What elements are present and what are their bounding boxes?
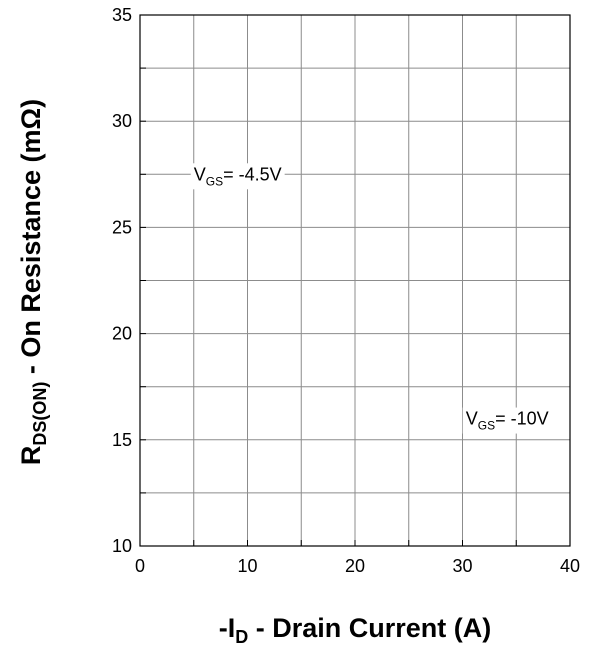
y-axis-title-rest: - On Resistance (mΩ) bbox=[16, 99, 46, 382]
axis-ticks bbox=[139, 14, 571, 547]
vgs-annotation: VGS= -4.5V bbox=[190, 163, 285, 190]
x-tick-label: 20 bbox=[345, 556, 365, 576]
x-axis-title-main: -I bbox=[219, 613, 236, 643]
x-axis-title: -ID - Drain Current (A) bbox=[219, 613, 492, 647]
annotation-background bbox=[462, 407, 552, 434]
y-axis-title-subscript: DS(ON) bbox=[30, 382, 50, 446]
annotation-background bbox=[190, 163, 285, 190]
y-axis-title-main: R bbox=[16, 446, 46, 466]
y-tick-label: 30 bbox=[112, 111, 132, 131]
annotation-subscript: GS bbox=[206, 174, 223, 188]
x-tick-labels: 0 10 20 30 40 bbox=[135, 556, 580, 576]
x-tick-label: 30 bbox=[452, 556, 472, 576]
annotation-label: VGS= -4.5V bbox=[194, 164, 282, 188]
annotation-main: V bbox=[194, 164, 206, 184]
y-tick-label: 35 bbox=[112, 5, 132, 25]
y-tick-labels: 10 15 20 25 30 35 bbox=[112, 5, 132, 556]
y-axis-title: RDS(ON) - On Resistance (mΩ) bbox=[16, 99, 50, 465]
x-tick-label: 40 bbox=[560, 556, 580, 576]
x-tick-label: 0 bbox=[135, 556, 145, 576]
x-axis-title-rest: - Drain Current (A) bbox=[248, 613, 491, 643]
y-tick-label: 20 bbox=[112, 324, 132, 344]
annotation-label: VGS= -10V bbox=[466, 409, 549, 433]
annotation-main: V bbox=[466, 409, 478, 429]
annotation-rest: = -4.5V bbox=[223, 164, 282, 184]
x-tick-label: 10 bbox=[237, 556, 257, 576]
x-axis-title-subscript: D bbox=[235, 627, 248, 647]
grid bbox=[140, 15, 570, 546]
annotation-rest: = -10V bbox=[495, 409, 549, 429]
y-tick-label: 15 bbox=[112, 430, 132, 450]
vgs-annotation: VGS= -10V bbox=[462, 407, 552, 434]
y-tick-label: 25 bbox=[112, 217, 132, 237]
annotation-subscript: GS bbox=[478, 419, 495, 433]
y-tick-label: 10 bbox=[112, 536, 132, 556]
